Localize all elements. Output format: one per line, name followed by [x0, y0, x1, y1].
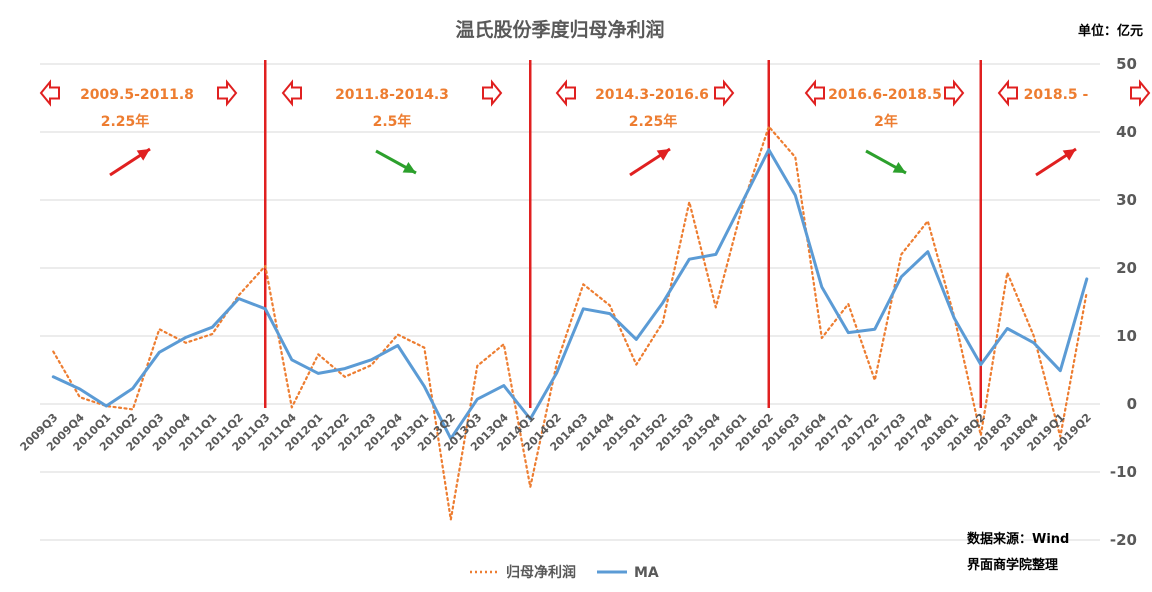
- period-annotations: 2009.5-2011.8 2.25年 2011.8-2014.3 2.5年 2014.…: [39, 79, 1151, 177]
- period-right-arrow-icon: [1130, 79, 1151, 107]
- period-range-label: 2018.5 -: [1024, 87, 1089, 103]
- period-duration-label: 2年: [874, 113, 898, 130]
- unit-label: 单位：亿元: [1078, 23, 1143, 39]
- chart-title: 温氏股份季度归母净利润: [455, 18, 664, 41]
- period-left-arrow-icon: [39, 79, 60, 107]
- trend-arrowhead: [136, 149, 150, 161]
- source-label: 数据来源：Wind: [967, 531, 1069, 547]
- y-tick-label: 20: [1116, 259, 1137, 277]
- period-range-label: 2011.8-2014.3: [335, 87, 449, 103]
- trend-arrowhead: [656, 149, 670, 161]
- trend-arrowhead: [402, 161, 416, 173]
- y-tick-label: 0: [1127, 395, 1137, 413]
- period-right-arrow-icon: [217, 79, 238, 107]
- period-range-label: 2016.6-2018.5: [828, 87, 942, 103]
- y-tick-label: 40: [1116, 123, 1137, 141]
- legend: 归母净利润 MA: [470, 564, 659, 581]
- period-left-arrow-icon: [804, 79, 825, 107]
- y-axis-ticks: -20 -10 0 10 20 30 40 50: [1110, 55, 1137, 549]
- grid-lines: [40, 63, 1100, 541]
- trend-arrowhead: [892, 161, 906, 173]
- period-right-arrow-icon: [714, 79, 735, 107]
- x-axis-ticks: 2009Q32009Q42010Q12010Q22010Q32010Q42011…: [18, 411, 1094, 454]
- organizer-label: 界面商学院整理: [967, 557, 1058, 573]
- period-left-arrow-icon: [555, 79, 576, 107]
- period-left-arrow-icon: [281, 79, 302, 107]
- y-tick-label: -10: [1110, 463, 1137, 481]
- trend-arrowhead: [1062, 149, 1076, 161]
- y-tick-label: 50: [1116, 55, 1137, 73]
- period-duration-label: 2.25年: [629, 113, 678, 130]
- period-duration-label: 2.25年: [101, 113, 150, 130]
- series-line-net-profit: [52, 125, 1088, 521]
- period-range-label: 2009.5-2011.8: [80, 87, 194, 103]
- series-line-ma: [51, 148, 1089, 441]
- period-boundaries: [264, 60, 982, 408]
- y-tick-label: -20: [1110, 531, 1137, 549]
- period-range-label: 2014.3-2016.6: [595, 87, 709, 103]
- legend-label-ma: MA: [634, 565, 659, 581]
- period-right-arrow-icon: [944, 79, 965, 107]
- legend-label-net-profit: 归母净利润: [506, 564, 576, 581]
- series-lines: [51, 125, 1089, 521]
- period-left-arrow-icon: [997, 79, 1018, 107]
- y-tick-label: 10: [1116, 327, 1137, 345]
- period-duration-label: 2.5年: [373, 113, 412, 130]
- y-tick-label: 30: [1116, 191, 1137, 209]
- period-right-arrow-icon: [482, 79, 503, 107]
